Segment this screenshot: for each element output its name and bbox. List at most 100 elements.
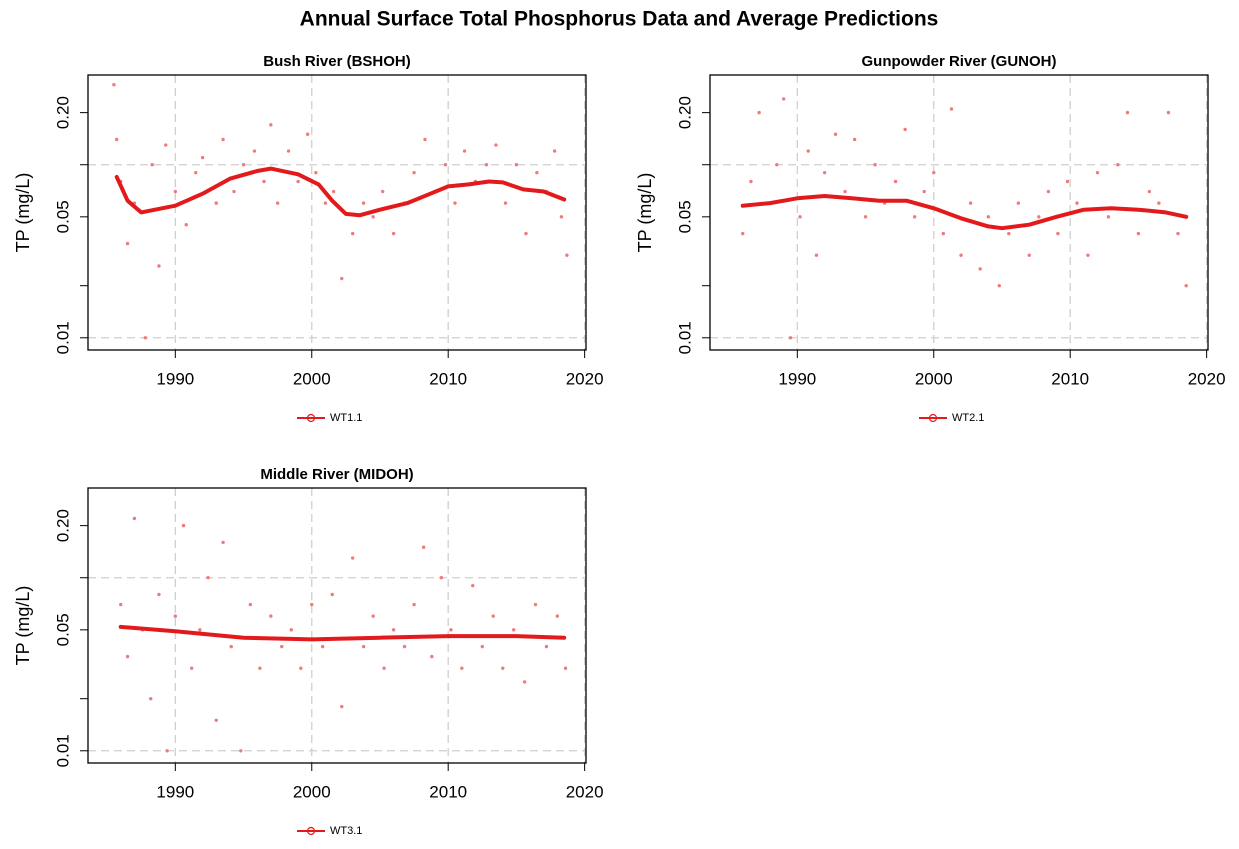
observation-point bbox=[125, 241, 130, 246]
x-tick-label: 2010 bbox=[429, 369, 467, 388]
observation-point bbox=[305, 132, 310, 136]
observation-point bbox=[986, 215, 991, 219]
observation-point bbox=[460, 666, 464, 670]
observation-point bbox=[1075, 201, 1079, 205]
x-tick-label: 2020 bbox=[566, 369, 604, 388]
observation-point bbox=[1065, 179, 1070, 184]
observation-point bbox=[198, 628, 202, 632]
legend-label: WT3.1 bbox=[330, 825, 362, 837]
observation-point bbox=[299, 666, 303, 670]
observation-point bbox=[269, 123, 273, 127]
observation-point bbox=[912, 215, 917, 219]
observation-point bbox=[214, 201, 218, 205]
observation-point bbox=[453, 201, 457, 205]
panel-title: Gunpowder River (GUNOH) bbox=[861, 53, 1056, 70]
observation-point bbox=[959, 253, 963, 257]
observation-point bbox=[114, 137, 119, 142]
y-tick-label: 0.20 bbox=[675, 96, 694, 129]
observation-point bbox=[484, 163, 489, 167]
observation-point bbox=[331, 189, 336, 194]
observation-point bbox=[941, 231, 946, 236]
observation-point bbox=[258, 666, 262, 670]
legend-marker bbox=[306, 413, 316, 423]
observation-point bbox=[286, 149, 291, 153]
x-tick-label: 2020 bbox=[1188, 369, 1226, 388]
x-tick-label: 2010 bbox=[429, 782, 467, 801]
observation-point bbox=[843, 189, 847, 194]
observation-point bbox=[741, 231, 745, 236]
observation-point bbox=[314, 170, 318, 175]
y-axis-label: TP (mg/L) bbox=[635, 173, 655, 253]
observation-point bbox=[968, 201, 973, 205]
observation-point bbox=[978, 267, 982, 271]
observation-point bbox=[533, 602, 538, 607]
observation-point bbox=[340, 704, 344, 709]
y-axis-label: TP (mg/L) bbox=[13, 173, 33, 253]
observation-point bbox=[535, 170, 539, 175]
observation-point bbox=[402, 644, 407, 649]
x-tick-label: 1990 bbox=[156, 369, 194, 388]
observation-point bbox=[1125, 110, 1130, 115]
observation-point bbox=[206, 576, 210, 580]
observation-point bbox=[248, 602, 253, 607]
observation-point bbox=[1016, 201, 1021, 205]
trend-line bbox=[740, 194, 1189, 231]
observation-point bbox=[449, 628, 453, 632]
observation-point bbox=[350, 231, 355, 236]
observation-point bbox=[423, 137, 427, 142]
observation-point bbox=[269, 614, 273, 618]
observation-point bbox=[1106, 215, 1111, 219]
observation-point bbox=[462, 149, 467, 153]
observation-point bbox=[949, 107, 954, 111]
observation-point bbox=[391, 628, 396, 632]
observation-point bbox=[296, 179, 300, 184]
observation-point bbox=[775, 163, 779, 167]
observation-point bbox=[421, 545, 426, 549]
observation-point bbox=[412, 170, 416, 175]
plot-frame bbox=[709, 74, 1209, 351]
observation-point bbox=[200, 155, 205, 160]
observation-point bbox=[1136, 231, 1141, 236]
observation-point bbox=[471, 583, 475, 588]
observation-point bbox=[320, 644, 325, 649]
observation-point bbox=[350, 556, 355, 560]
observation-point bbox=[132, 516, 137, 521]
observation-point bbox=[221, 137, 225, 142]
observation-point bbox=[552, 149, 557, 153]
observation-point bbox=[361, 201, 366, 205]
legend-label: WT1.1 bbox=[330, 412, 362, 424]
observation-point bbox=[241, 163, 246, 167]
x-tick-label: 2000 bbox=[293, 782, 331, 801]
panel-title: Middle River (MIDOH) bbox=[260, 466, 413, 483]
observation-point bbox=[997, 283, 1001, 288]
plot-frame bbox=[87, 74, 587, 351]
observation-point bbox=[494, 143, 498, 147]
observation-point bbox=[1027, 253, 1031, 257]
observation-point bbox=[932, 170, 936, 175]
plot-frame bbox=[87, 487, 587, 764]
observation-point bbox=[757, 110, 761, 115]
observation-point bbox=[164, 143, 168, 147]
observation-point bbox=[173, 614, 178, 618]
observation-point bbox=[852, 137, 857, 142]
x-tick-label: 2000 bbox=[293, 369, 331, 388]
x-tick-label: 2010 bbox=[1051, 369, 1089, 388]
observation-point bbox=[491, 614, 495, 618]
observation-point bbox=[833, 132, 838, 136]
observation-point bbox=[382, 666, 386, 670]
observation-point bbox=[252, 149, 257, 153]
observation-point bbox=[1086, 253, 1090, 257]
observation-point bbox=[559, 215, 564, 219]
observation-point bbox=[371, 614, 375, 618]
observation-point bbox=[503, 201, 508, 205]
observation-point bbox=[863, 215, 868, 219]
observation-point bbox=[511, 628, 516, 632]
y-tick-label: 0.01 bbox=[53, 321, 72, 354]
observation-point bbox=[157, 592, 161, 597]
observation-point bbox=[798, 215, 802, 219]
observation-point bbox=[330, 592, 334, 597]
observation-point bbox=[1046, 189, 1051, 194]
observation-point bbox=[788, 336, 793, 340]
y-axis-label: TP (mg/L) bbox=[13, 586, 33, 666]
